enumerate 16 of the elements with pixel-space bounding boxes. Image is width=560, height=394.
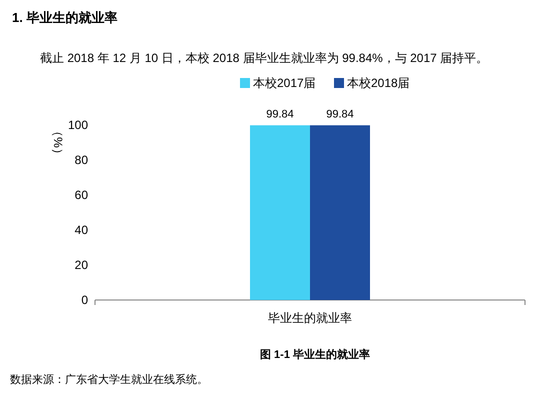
caption: 图 1-1 毕业生的就业率 [260, 348, 370, 361]
chart-title: 1. 毕业生的就业率 [12, 10, 118, 25]
chart-subtitle: 截止 2018 年 12 月 10 日，本校 2018 届毕业生就业率为 99.84%，与 2017 届持平。 [40, 51, 488, 65]
y-axis-title: （%） [51, 125, 65, 160]
data-label: 99.84 [326, 108, 354, 120]
y-tick-label: 40 [74, 223, 88, 237]
x-tick-label: 毕业生的就业率 [268, 311, 352, 325]
y-tick-label: 0 [81, 293, 88, 307]
y-tick-label: 60 [74, 188, 88, 202]
data-label: 99.84 [266, 108, 294, 120]
legend-label: 本校2018届 [347, 76, 410, 90]
legend-label: 本校2017届 [253, 76, 316, 90]
y-tick-label: 20 [74, 258, 88, 272]
y-tick-label: 80 [74, 153, 88, 167]
source-note: 数据来源：广东省大学生就业在线系统。 [10, 373, 208, 386]
y-tick-label: 100 [68, 118, 88, 132]
